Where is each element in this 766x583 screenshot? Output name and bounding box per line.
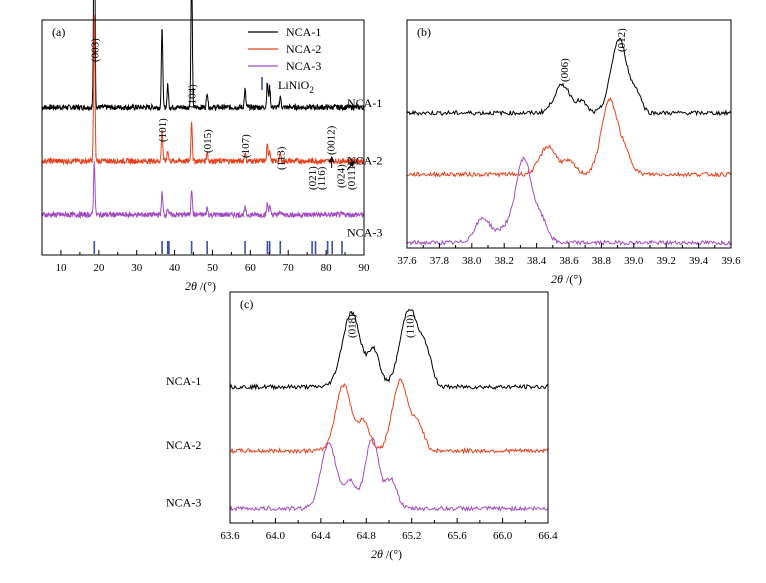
peak-label: (0012) [326,125,338,155]
arrow-head [328,156,335,162]
panel-c: NCA-1 NCA-2 NCA-3 63.6 64.0 64.4 64.8 65.2 65.6 6… [166,291,558,561]
x-tick-label: 64.0 [266,530,286,542]
x-axis-title: 2θ /(°) [551,272,582,286]
x-tick-label: 63.6 [220,530,240,542]
x-tick-label: 66.0 [493,530,513,542]
peak-label: (018) [347,314,359,338]
x-tick-label: 10 [55,262,67,274]
peak-label: (012) [616,28,628,52]
x-tick-label: 30 [131,262,143,274]
x-tick-label: 65.6 [448,530,468,542]
peak-label: (015) [202,129,214,153]
x-tick-label: 70 [283,262,295,274]
x-tick-label: 64.4 [311,530,331,542]
x-tick-label: 37.8 [430,255,450,267]
series-label-nca-3: NCA-3 [347,226,382,240]
x-tick-label: 38.2 [495,255,514,267]
plot-frame [406,19,732,249]
legend-reference-label: LiNiO2 [278,78,314,95]
x-tick-label: 38.6 [559,255,579,267]
series-line-nca-1 [406,37,732,117]
x-axis-title-symbol: 2 [371,547,377,561]
x-axis-title-unit: /(°) [197,279,216,293]
x-tick-label: 20 [93,262,105,274]
x-tick-label: 66.4 [538,530,558,542]
series-line-nca-2 [41,14,365,166]
series-label-nca-2: NCA-2 [166,438,201,452]
peak-label: (024) [336,164,348,188]
panel-b: NCA-1 NCA-2 NCA-3 37.6 37.8 38.0 38.2 38.4 38.6 3… [347,19,741,286]
x-tick-label: 39.4 [689,255,709,267]
x-tick-label: 39.2 [657,255,676,267]
x-tick-label: 90 [359,262,371,274]
series-line-nca-3 [41,161,365,220]
x-axis-title-unit: /(°) [563,272,582,286]
legend-reference-subscript: 2 [309,85,314,95]
series-line-nca-1 [229,308,549,391]
panel-label: (c) [240,297,253,311]
peak-label: (104) [187,84,199,108]
x-axis-title-theta: θ [557,272,563,286]
x-tick-label: 60 [245,262,257,274]
panel-label: (a) [52,25,65,39]
x-tick-label: 38.8 [592,255,612,267]
arrow-head [349,161,355,167]
peak-label: (116) [316,166,328,190]
peak-label: (107) [240,134,252,158]
legend: NCA-1 NCA-2 NCA-3 LiNiO2 [248,25,321,95]
plot-frame [229,291,549,524]
panel-label: (b) [417,25,431,39]
x-tick-label: 39.0 [624,255,644,267]
legend-label: NCA-2 [286,42,321,56]
peak-label: (101) [157,118,169,142]
x-tick-label: 50 [207,262,219,274]
x-axis-title-theta: θ [377,547,383,561]
series-line-nca-2 [406,96,732,179]
x-tick-label: 65.2 [402,530,421,542]
x-axis-title-symbol: 2 [185,279,191,293]
peak-label: (006) [559,58,571,82]
x-axis-title-unit: /(°) [383,547,402,561]
x-tick-label: 37.6 [397,255,417,267]
peak-label: (113) [275,146,287,170]
x-axis-title: 2θ /(°) [185,279,216,293]
x-tick-label: 39.6 [721,255,741,267]
x-tick-label: 40 [169,262,181,274]
peak-label: (110) [404,314,416,338]
series-line-nca-3 [229,437,549,512]
series-line-nca-2 [229,378,549,455]
x-axis-title: 2θ /(°) [371,547,402,561]
peak-label: (003) [89,38,101,62]
series-line-nca-1 [41,0,365,112]
x-tick-label: 38.0 [462,255,482,267]
plot-frame [41,19,365,256]
x-tick-label: 64.8 [357,530,377,542]
series-label-nca-1: NCA-1 [347,96,382,110]
series-line-nca-3 [406,156,732,247]
legend-label: NCA-3 [286,59,321,73]
series-label-nca-2: NCA-2 [347,153,382,167]
x-axis-title-theta: θ [191,279,197,293]
series-label-nca-1: NCA-1 [166,374,201,388]
legend-reference-text: LiNiO [278,78,310,92]
series-label-nca-3: NCA-3 [166,496,201,510]
legend-label: NCA-1 [286,25,321,39]
x-axis-title-symbol: 2 [551,272,557,286]
peak-label: (021) [307,166,319,190]
x-tick-label: 80 [321,262,333,274]
x-tick-label: 38.4 [527,255,547,267]
